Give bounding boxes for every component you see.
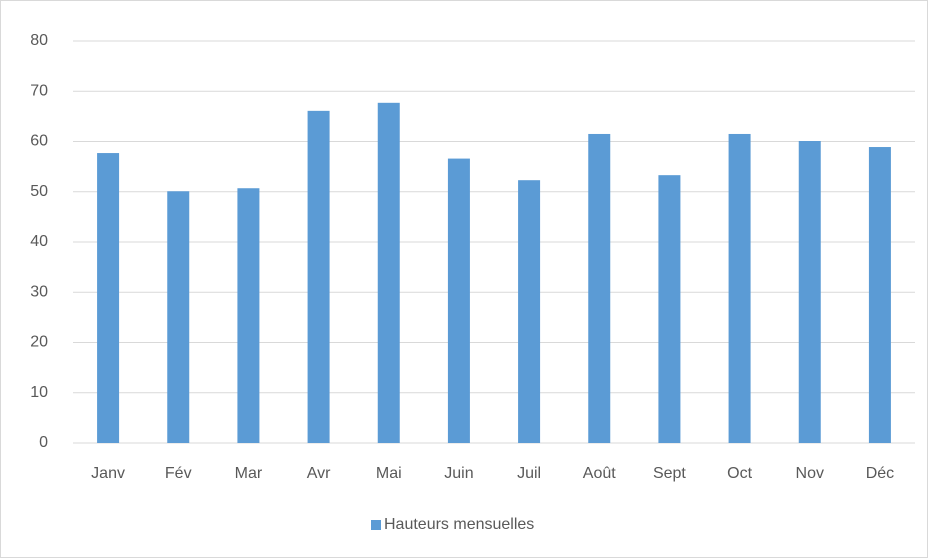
y-tick-label: 20 <box>30 334 48 351</box>
legend-label: Hauteurs mensuelles <box>384 516 534 533</box>
bar <box>447 158 470 443</box>
bar <box>167 191 190 443</box>
y-tick-label: 60 <box>30 133 48 150</box>
x-tick-label: Sept <box>653 465 686 482</box>
y-tick-label: 30 <box>30 283 48 300</box>
bar <box>868 147 891 443</box>
y-tick-label: 40 <box>30 233 48 250</box>
y-tick-label: 50 <box>30 183 48 200</box>
x-tick-label: Mai <box>376 465 402 482</box>
x-tick-label: Janv <box>91 465 125 482</box>
y-tick-label: 0 <box>39 434 48 451</box>
legend-swatch <box>371 520 381 530</box>
bar <box>518 180 541 443</box>
bar <box>237 188 260 443</box>
x-tick-label: Déc <box>866 465 894 482</box>
x-tick-label: Fév <box>165 465 192 482</box>
x-tick-label: Mar <box>235 465 263 482</box>
x-tick-label: Août <box>583 465 616 482</box>
bar <box>97 153 120 443</box>
y-tick-label: 80 <box>30 32 48 49</box>
x-tick-label: Avr <box>307 465 331 482</box>
bar <box>798 140 821 443</box>
x-tick-label: Oct <box>727 465 752 482</box>
y-tick-label: 10 <box>30 384 48 401</box>
x-tick-label: Juil <box>517 465 541 482</box>
bar <box>728 133 751 443</box>
bar <box>588 133 611 443</box>
y-tick-label: 70 <box>30 82 48 99</box>
bar <box>377 102 400 444</box>
bar <box>658 175 681 444</box>
bar <box>307 110 330 443</box>
x-tick-label: Juin <box>444 465 473 482</box>
x-tick-label: Nov <box>796 465 824 482</box>
